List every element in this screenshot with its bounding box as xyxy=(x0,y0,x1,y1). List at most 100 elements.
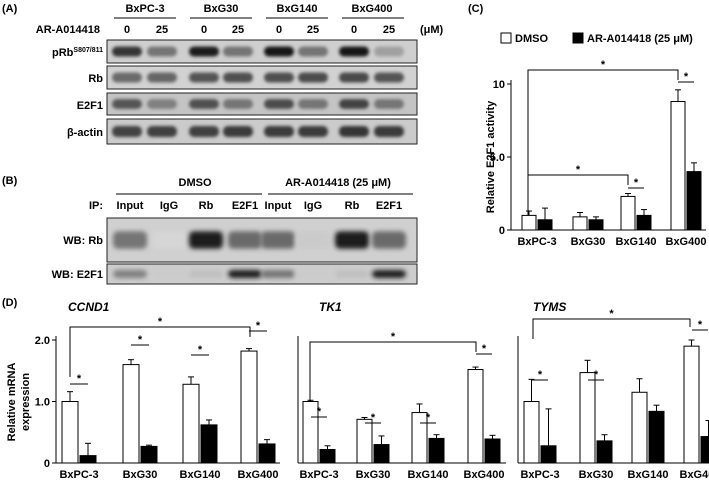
bar-drug xyxy=(540,445,557,464)
dose-label: 25 xyxy=(307,24,319,36)
blot-band xyxy=(261,270,295,278)
significance-star: * xyxy=(138,334,143,346)
significance-star: * xyxy=(158,316,163,328)
y-axis-label: expression xyxy=(20,373,32,431)
significance-star: * xyxy=(391,331,396,343)
bar-drug xyxy=(588,219,604,231)
bar-drug xyxy=(140,445,158,464)
significance-bracket xyxy=(309,341,477,402)
blot-band xyxy=(296,231,330,249)
panel-label-d: (D) xyxy=(2,297,18,309)
bar-drug xyxy=(373,444,390,464)
ip-label: IP: xyxy=(89,200,103,212)
lane-label: IgG xyxy=(160,200,178,212)
significance-bracket xyxy=(69,326,251,377)
blot-band xyxy=(189,72,219,83)
significance-star: * xyxy=(482,343,487,355)
unit-label: (μM) xyxy=(420,24,444,36)
bar-drug xyxy=(428,437,445,464)
blot-band xyxy=(335,270,369,278)
panel-label-b: (B) xyxy=(2,175,18,187)
blot-band xyxy=(147,46,177,57)
blot-band xyxy=(228,231,262,249)
legend-text-drug: AR-A014418 (25 μM) xyxy=(587,33,693,45)
category-label: BxG400 xyxy=(238,469,279,481)
significance-star: * xyxy=(634,177,639,189)
bar-dmso xyxy=(683,345,700,464)
bar-dmso xyxy=(240,350,258,464)
bar-drug xyxy=(200,424,218,464)
blot-band xyxy=(298,99,328,109)
panel-label-a: (A) xyxy=(2,3,18,15)
bar-drug xyxy=(648,410,665,464)
blot-band xyxy=(339,72,369,83)
blot-band xyxy=(113,270,147,278)
bar-dmso xyxy=(302,401,319,464)
category-label: BxPC-3 xyxy=(520,469,559,481)
gene-title: TK1 xyxy=(319,300,342,314)
bar-dmso xyxy=(521,214,537,231)
category-label: BxG30 xyxy=(356,469,391,481)
lane-label: Rb xyxy=(199,200,214,212)
bar-dmso xyxy=(670,101,686,231)
significance-star: * xyxy=(317,406,322,418)
blot-strip-prb xyxy=(106,39,418,64)
significance-bracket xyxy=(532,318,691,339)
category-label: BxG140 xyxy=(408,469,449,481)
blot-band xyxy=(112,46,142,57)
significance-bracket xyxy=(527,69,679,190)
blot-strip-rb xyxy=(106,65,418,90)
blot-band xyxy=(298,46,328,57)
row-label-prb: pRbS807/811 xyxy=(52,47,103,59)
blot-band xyxy=(374,46,404,57)
blot-band xyxy=(189,46,219,57)
dose-label: 25 xyxy=(232,24,244,36)
blot-band xyxy=(113,231,147,249)
lane-label: E2F1 xyxy=(376,200,402,212)
blot-band xyxy=(335,231,369,249)
bar-dmso xyxy=(122,364,140,464)
lane-label: Rb xyxy=(345,200,360,212)
blot-band xyxy=(147,99,177,109)
blot-band xyxy=(264,126,294,137)
significance-star: * xyxy=(594,369,599,381)
significance-bracket xyxy=(527,174,629,215)
blot-band xyxy=(147,126,177,137)
y-tick-label: 2.0 xyxy=(35,335,50,347)
blot-band xyxy=(223,126,253,137)
bar-dmso xyxy=(411,412,428,464)
significance-star: * xyxy=(576,164,581,176)
blot-band xyxy=(223,99,253,109)
blot-band xyxy=(223,72,253,83)
significance-star: * xyxy=(256,320,261,332)
category-label: BxG400 xyxy=(464,469,505,481)
significance-star: * xyxy=(198,344,203,356)
blot-band xyxy=(296,270,330,278)
row-label-rb: Rb xyxy=(88,73,103,85)
blot-band xyxy=(223,46,253,57)
significance-star: * xyxy=(609,308,614,320)
bar-dmso xyxy=(467,369,484,464)
lane-label: IgG xyxy=(304,200,322,212)
bar-dmso xyxy=(572,216,588,231)
y-tick-label: 10 xyxy=(493,79,505,91)
category-label: BxPC-3 xyxy=(517,236,556,248)
bar-drug xyxy=(319,448,336,464)
category-label: BxPC-3 xyxy=(59,469,98,481)
dose-label: 25 xyxy=(383,24,395,36)
cell-line-label: BxG140 xyxy=(277,3,318,15)
y-tick-label: 0 xyxy=(499,225,505,237)
significance-star: * xyxy=(698,319,703,331)
legend-swatch-drug xyxy=(572,32,584,44)
blot-band xyxy=(112,99,142,109)
lane-label: Input xyxy=(117,200,144,212)
dose-label: 0 xyxy=(124,24,130,36)
blot-band xyxy=(374,99,404,109)
category-label: BxG140 xyxy=(616,236,657,248)
blot-strip-e2f1 xyxy=(106,92,418,116)
blot-band xyxy=(152,270,186,278)
category-label: BxG140 xyxy=(180,469,221,481)
blot-band xyxy=(298,72,328,83)
blot-band xyxy=(374,72,404,83)
bar-dmso xyxy=(523,401,540,464)
